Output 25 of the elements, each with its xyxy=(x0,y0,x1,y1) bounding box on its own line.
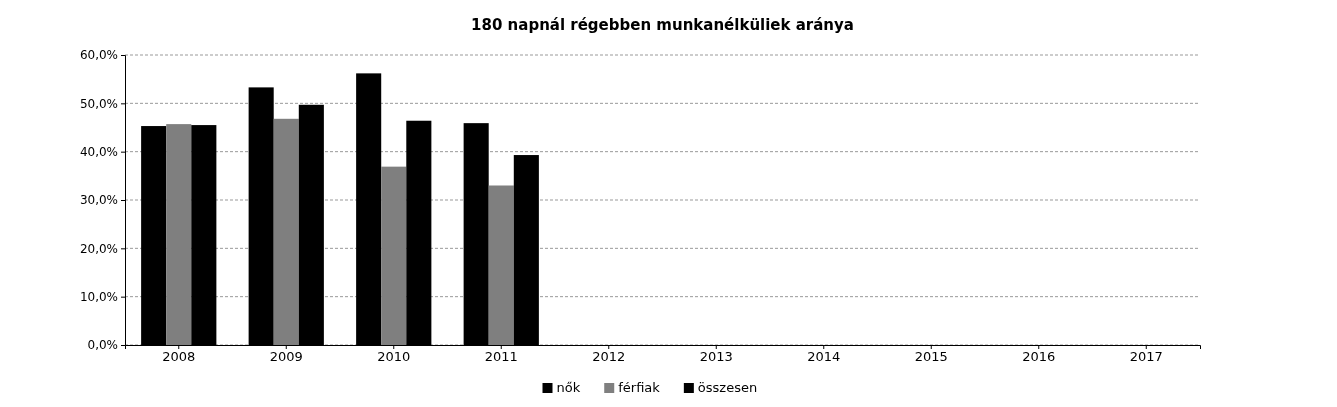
x-tick-label: 2014 xyxy=(807,349,841,365)
y-tick-label: 50,0% xyxy=(79,96,118,111)
bar xyxy=(273,118,299,345)
x-tick-label: 2011 xyxy=(484,349,518,365)
chart-title: 180 napnál régebben munkanélküliek aránya xyxy=(471,16,854,34)
y-tick-label: 0,0% xyxy=(87,338,118,353)
legend-label: összesen xyxy=(697,380,758,395)
y-tick-label: 40,0% xyxy=(79,145,118,160)
x-tick-label: 2015 xyxy=(914,349,948,365)
x-tick-label: 2009 xyxy=(269,349,303,365)
bar xyxy=(488,185,514,345)
x-tick-label: 2012 xyxy=(592,349,626,365)
legend-label: nők xyxy=(556,380,581,395)
x-tick-label: 2008 xyxy=(162,349,196,365)
y-tick-label: 30,0% xyxy=(79,193,118,208)
y-tick-label: 60,0% xyxy=(79,48,118,63)
x-tick-label: 2013 xyxy=(699,349,733,365)
y-tick-label: 10,0% xyxy=(79,290,118,305)
x-tick-label: 2010 xyxy=(377,349,411,365)
y-tick-label: 20,0% xyxy=(79,241,118,256)
bar xyxy=(166,124,192,345)
legend-label: férfiak xyxy=(618,380,661,395)
x-tick-label: 2016 xyxy=(1022,349,1056,365)
x-tick-label: 2017 xyxy=(1129,349,1163,365)
bar xyxy=(381,166,407,345)
